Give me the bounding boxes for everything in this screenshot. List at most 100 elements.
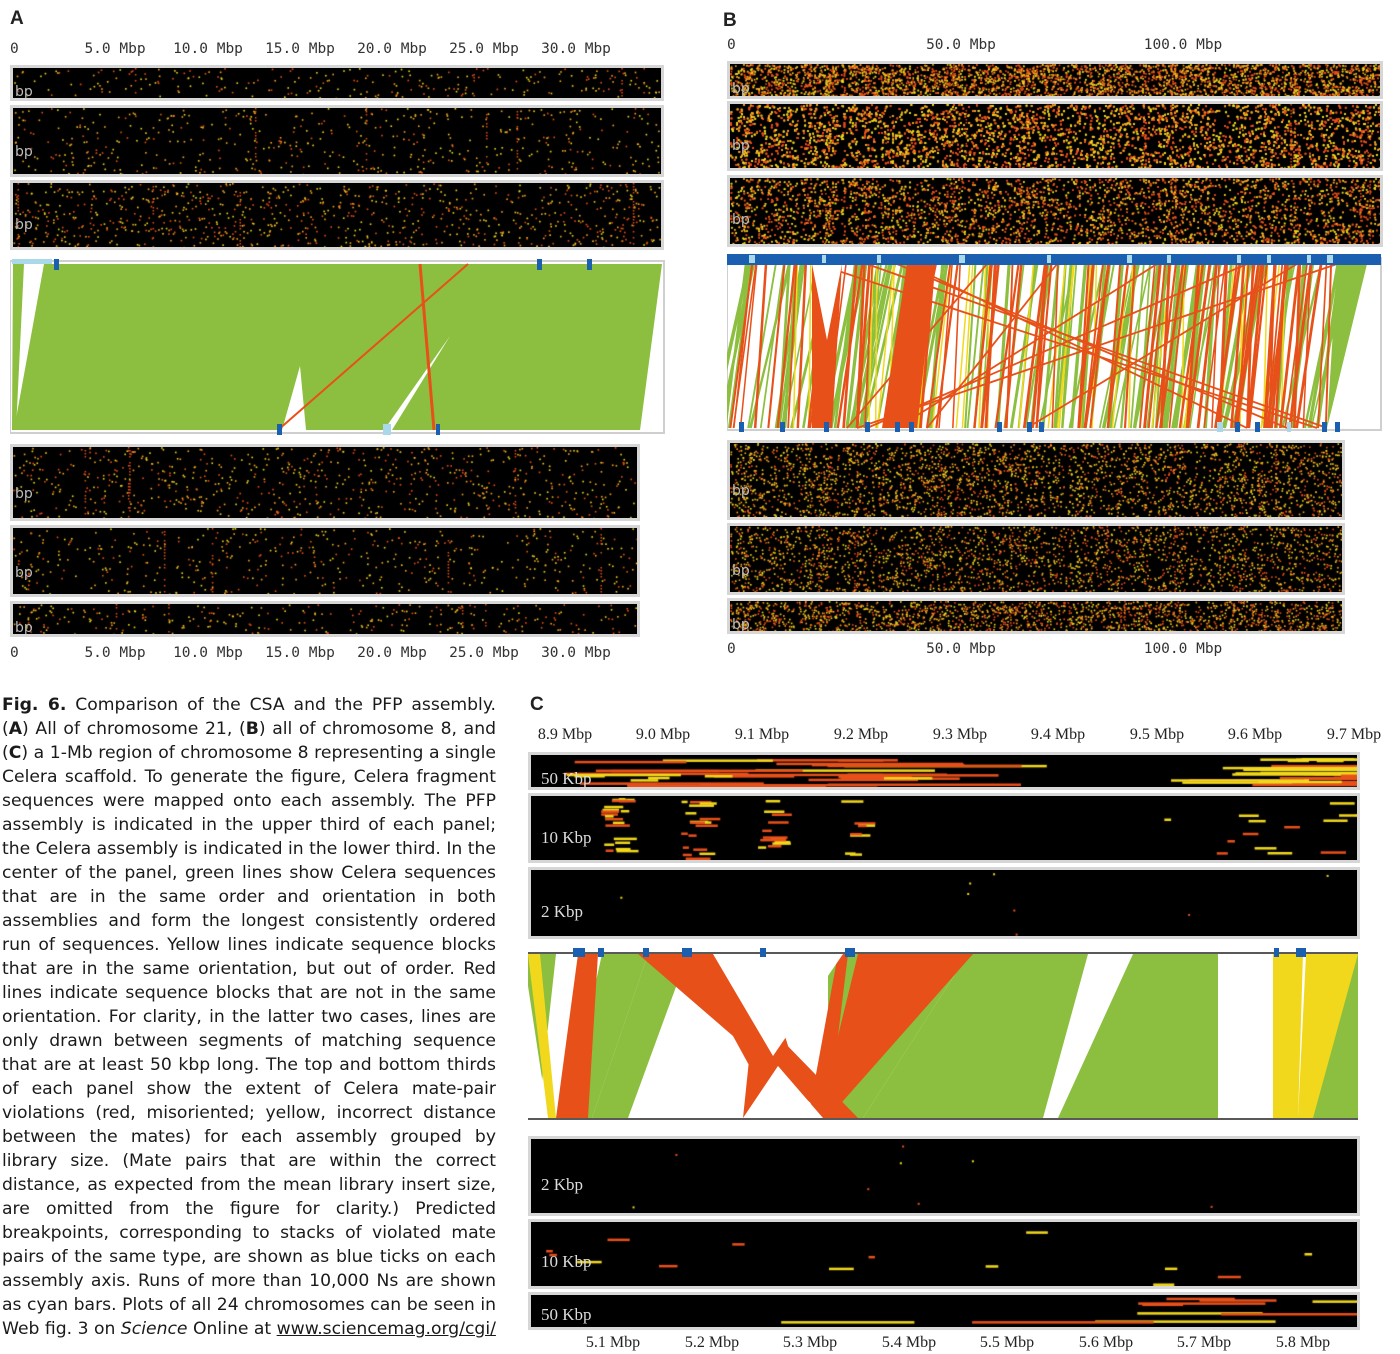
- ordered-green-line: [778, 263, 803, 429]
- misoriented-red-line: [1147, 263, 1166, 429]
- axis-tick: 50.0 Mbp: [926, 641, 996, 657]
- axis-tick: 100.0 Mbp: [1143, 37, 1223, 53]
- ordered-green-line: [1041, 263, 1060, 429]
- strip-label: bp: [15, 84, 33, 100]
- misoriented-red-line: [796, 263, 808, 429]
- breakpoint-tick: [537, 259, 542, 270]
- gap-wedge: [384, 336, 450, 430]
- misoriented-red-band: [912, 264, 937, 360]
- breakpoint-tick: [436, 424, 440, 435]
- ordered-green-line: [1307, 263, 1340, 429]
- misoriented-red-line: [1004, 263, 1023, 429]
- panel-ref-c: C: [8, 743, 22, 763]
- misoriented-red-line: [1022, 263, 1047, 429]
- panel-b-alignment-view: [727, 254, 1382, 432]
- misoriented-red-line: [994, 263, 1020, 429]
- misoriented-red-line: [1139, 263, 1156, 429]
- strip-label: bp: [15, 620, 33, 636]
- ordered-green-line: [727, 263, 751, 370]
- ns-cyan-bar: [1267, 255, 1271, 263]
- panel-a-alignment-view: [10, 259, 665, 435]
- ordered-green-line: [1132, 263, 1160, 429]
- misoriented-red-line: [896, 263, 1158, 429]
- ordered-green-line: [863, 263, 882, 429]
- csa-mate-strip-50kbp: 50 Kbp: [528, 1292, 1360, 1330]
- csa-mate-strip-3: bp: [727, 598, 1345, 634]
- axis-tick: 5.1 Mbp: [585, 1334, 641, 1351]
- misoriented-red-band: [812, 264, 842, 428]
- ordered-green-line: [759, 263, 785, 429]
- csa-mate-strip-3: bp: [10, 601, 640, 637]
- misoriented-red-line: [1265, 263, 1276, 429]
- misoriented-red-line: [1178, 263, 1205, 429]
- breakpoint-tick: [1039, 422, 1044, 432]
- axis-tick: 9.2 Mbp: [833, 726, 889, 743]
- axis-tick: 0: [727, 641, 736, 657]
- breakpoint-tick: [739, 422, 744, 432]
- misoriented-red-line: [1106, 263, 1122, 429]
- axis-tick: 10.0 Mbp: [173, 41, 243, 57]
- misoriented-red-line: [1196, 263, 1218, 429]
- axis-tick: 9.4 Mbp: [1030, 726, 1086, 743]
- misoriented-red-line: [418, 263, 436, 431]
- misoriented-red-line: [767, 263, 786, 429]
- breakpoint-tick: [1274, 948, 1279, 957]
- axis-tick: 5.3 Mbp: [782, 1334, 838, 1351]
- supplement-link[interactable]: www.sciencemag.org/cgi/: [276, 1319, 496, 1339]
- pfp-mate-strip-10kbp: 10 Kbp: [528, 793, 1360, 863]
- breakpoint-tick: [760, 948, 766, 957]
- ns-cyan-bar: [1047, 255, 1051, 263]
- ordered-green-line: [1113, 263, 1151, 429]
- pfp-mate-strip-1: bp: [727, 61, 1383, 99]
- ns-cyan-bar: [959, 255, 965, 263]
- ns-cyan-bar: [1327, 255, 1333, 263]
- csa-mate-strip-2: bp: [10, 525, 640, 597]
- ordered-green-line: [1053, 263, 1067, 429]
- misoriented-red-line: [1279, 263, 1301, 429]
- strip-label: bp: [15, 217, 33, 233]
- ordered-green-line: [929, 263, 945, 429]
- ns-cyan-bar: [1237, 255, 1241, 263]
- misoriented-red-line: [776, 263, 796, 429]
- gap-wedge: [812, 264, 842, 340]
- misoriented-red-line: [1302, 263, 1312, 429]
- gap-wedge: [282, 366, 306, 430]
- pfp-mate-strip-2: bp: [727, 101, 1383, 171]
- breakpoint-tick: [780, 422, 785, 432]
- breakpoint-tick: [1335, 422, 1340, 432]
- journal-name: Science: [120, 1319, 188, 1339]
- ordered-green-line: [1165, 263, 1181, 429]
- axis-tick: 50.0 Mbp: [926, 37, 996, 53]
- misoriented-red-line: [1214, 263, 1242, 429]
- ns-cyan-bar: [1287, 422, 1291, 432]
- ordered-green-band: [592, 954, 688, 1118]
- caption-text: Online at: [187, 1319, 277, 1339]
- csa-mate-strip-1: bp: [10, 444, 640, 521]
- misoriented-red-line: [906, 263, 1248, 429]
- misoriented-red-line: [739, 263, 758, 429]
- caption-text: ) a 1-Mb region of chromosome 8 represen…: [2, 743, 496, 1339]
- strip-label: bp: [732, 212, 750, 228]
- ordered-green-line: [858, 263, 893, 429]
- axis-tick: 25.0 Mbp: [449, 41, 519, 57]
- axis-tick: 5.7 Mbp: [1176, 1334, 1232, 1351]
- misoriented-red-line: [1288, 263, 1313, 429]
- ns-cyan-bar: [1217, 422, 1223, 432]
- out-of-order-yellow-band: [1298, 954, 1358, 1118]
- ns-cyan-bar: [1167, 255, 1171, 263]
- misoriented-red-line: [816, 263, 1318, 429]
- axis-tick: 9.5 Mbp: [1129, 726, 1185, 743]
- misoriented-red-line: [926, 263, 1058, 429]
- misoriented-red-line: [980, 263, 1000, 429]
- axis-tick: 5.2 Mbp: [684, 1334, 740, 1351]
- breakpoint-tick: [845, 948, 855, 957]
- misoriented-red-line: [787, 263, 798, 429]
- panel-b-letter: B: [723, 10, 737, 31]
- misoriented-red-line: [1159, 263, 1171, 429]
- misoriented-red-line: [1317, 263, 1328, 429]
- out-of-order-yellow-line: [876, 263, 895, 429]
- caption-text: ) All of chromosome 21, (: [22, 719, 246, 739]
- misoriented-red-line: [1035, 263, 1053, 429]
- misoriented-red-line: [1324, 263, 1333, 429]
- misoriented-red-line: [856, 263, 1338, 429]
